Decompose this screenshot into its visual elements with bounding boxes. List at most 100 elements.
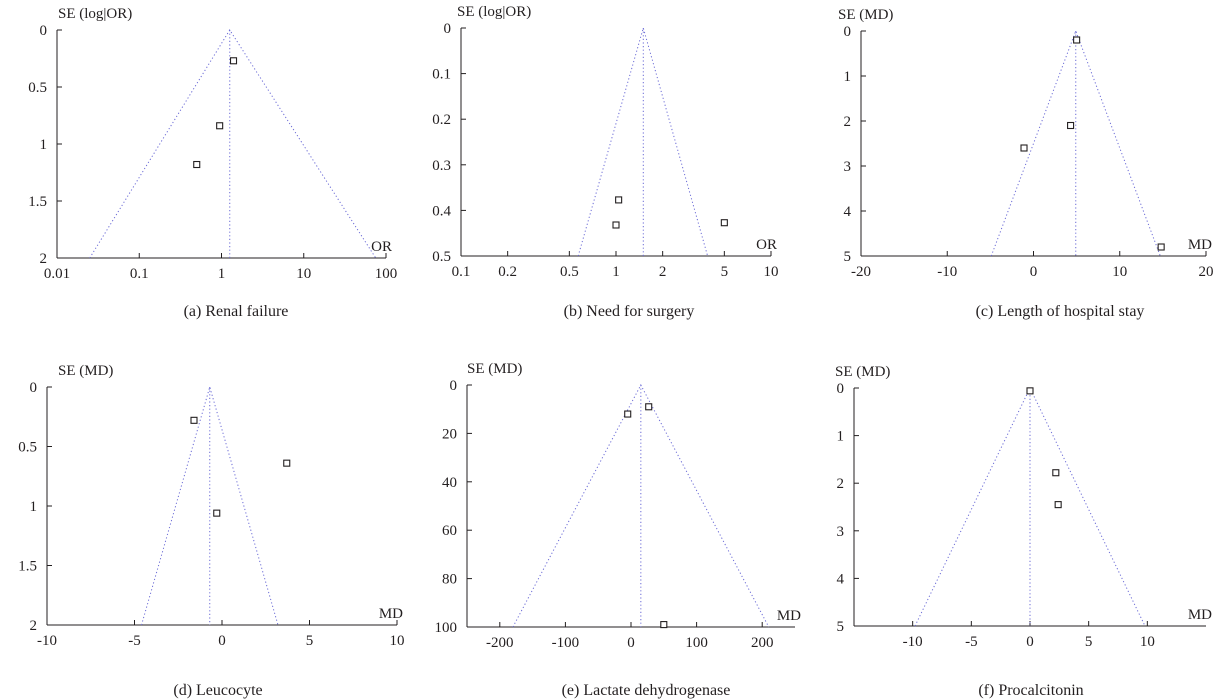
y-tick-label: 1 [40, 137, 48, 153]
study-point [1052, 469, 1060, 477]
y-tick-label: 2 [30, 618, 38, 634]
funnel-plot-length-of-hospital-stay: 0 1 2 3 4 5-20 -10 0 10 20 SE (MD) MD (c) Length of … [838, 7, 1214, 320]
x-tick-label: -100 [552, 635, 580, 651]
y-tick-label: 0.5 [28, 80, 47, 96]
x-tick-label: 0.1 [452, 264, 471, 280]
y-axis-title: SE (MD) [838, 7, 893, 23]
y-tick-label: 0.1 [432, 67, 451, 83]
study-point [1157, 243, 1165, 251]
y-tick-label: 0.3 [432, 158, 451, 174]
x-tick-label: 0.2 [498, 264, 517, 280]
y-axis-title: SE (MD) [58, 363, 113, 379]
y-axis-title: SE (log|OR) [58, 6, 132, 22]
study-point [283, 459, 291, 467]
funnel-confidence-limits [577, 26, 709, 257]
y-tick-label: 4 [837, 571, 845, 587]
y-tick-label: 0 [450, 378, 458, 394]
y-tick-label: 20 [442, 426, 457, 442]
funnel-plot-lactate-dehydrogenase: 0 20 40 60 80 100 -200 -100 0 100 200 SE (MD) MD (e) … [435, 361, 802, 699]
x-tick-label: 10 [1112, 264, 1127, 280]
study-point [660, 621, 668, 629]
y-tick-label: 0 [444, 21, 452, 37]
x-axis-title: OR [371, 239, 392, 255]
x-tick-label: 1 [612, 264, 620, 280]
y-tick-label: 40 [442, 475, 457, 491]
study-point [720, 219, 728, 227]
y-tick-label: 80 [442, 572, 457, 588]
study-point [612, 221, 620, 229]
panel-caption: (e) Lactate dehydrogenase [562, 682, 731, 699]
study-point [1020, 144, 1028, 152]
x-tick-label: -5 [128, 633, 141, 649]
x-tick-label: 0 [1026, 634, 1034, 650]
y-tick-label: 0 [837, 381, 845, 397]
study-point [615, 196, 623, 204]
y-tick-label: 1.5 [28, 194, 47, 210]
y-tick-label: 1 [837, 429, 845, 445]
funnel-plot-leucocyte: 0 0.5 1 1.5 2-10 -5 0 5 10 SE (MD) MD (d) Leucocyte [18, 363, 405, 699]
x-axis-title: MD [777, 608, 801, 624]
y-tick-label: 2 [40, 251, 48, 267]
x-tick-label: 0.01 [44, 266, 70, 282]
panel-caption: (f) Procalcitonin [978, 682, 1083, 699]
x-tick-label: 100 [685, 635, 708, 651]
x-tick-label: 2 [659, 264, 667, 280]
y-tick-label: 3 [844, 159, 852, 175]
x-tick-label: 10 [296, 266, 311, 282]
y-tick-label: 5 [844, 249, 852, 265]
y-tick-label: 1.5 [18, 559, 37, 575]
x-tick-label: 5 [721, 264, 729, 280]
study-point [216, 122, 224, 130]
y-tick-label: 5 [837, 619, 845, 635]
x-axis-title: MD [379, 606, 403, 622]
y-tick-label: 3 [837, 524, 845, 540]
x-tick-label: 5 [306, 633, 314, 649]
study-point [1067, 121, 1075, 130]
x-tick-label: 0 [218, 633, 226, 649]
x-tick-label: 1 [218, 266, 226, 282]
y-axis-title: SE (MD) [835, 364, 890, 380]
x-axis-title: MD [1188, 237, 1212, 253]
study-point [1026, 387, 1034, 395]
x-tick-label: 10 [1140, 634, 1155, 650]
panel-caption: (d) Leucocyte [173, 682, 262, 699]
study-point [190, 416, 198, 424]
x-tick-label: -10 [937, 264, 957, 280]
y-tick-label: 0.5 [18, 440, 37, 456]
x-tick-label: -20 [851, 264, 871, 280]
study-point [1054, 501, 1062, 509]
panel-caption: (a) Renal failure [184, 303, 289, 320]
y-tick-label: 1 [30, 499, 38, 515]
y-tick-label: 1 [844, 69, 852, 85]
x-tick-label: -10 [903, 634, 923, 650]
y-tick-label: 60 [442, 523, 457, 539]
y-tick-label: 0.5 [432, 249, 451, 265]
x-tick-label: -10 [37, 633, 57, 649]
x-tick-label: 0 [627, 635, 635, 651]
study-point [229, 57, 238, 65]
y-tick-label: 100 [435, 620, 458, 636]
panel-caption: (c) Length of hospital stay [976, 303, 1145, 320]
study-point [624, 410, 632, 418]
y-tick-label: 0 [40, 23, 48, 39]
x-tick-label: -5 [965, 634, 978, 650]
panel-caption: (b) Need for surgery [564, 303, 695, 320]
x-tick-label: 0 [1030, 264, 1038, 280]
x-tick-label: 10 [764, 264, 779, 280]
funnel-plot-renal-failure: 0 0.5 1 1.5 20.01 0.1 1 10 100 SE (log|OR) OR (a) R… [28, 6, 397, 320]
x-tick-label: 0.1 [130, 266, 149, 282]
y-axis-title: SE (log|OR) [457, 4, 531, 20]
study-point [193, 160, 201, 169]
study-point [213, 509, 221, 517]
y-tick-label: 2 [837, 476, 845, 492]
y-tick-label: 2 [844, 114, 852, 130]
y-axis-title: SE (MD) [467, 361, 522, 377]
y-tick-label: 0 [844, 24, 852, 40]
x-tick-label: 10 [390, 633, 405, 649]
study-point [1073, 36, 1081, 44]
x-tick-label: 5 [1085, 634, 1093, 650]
x-tick-label: -200 [486, 635, 514, 651]
funnel-plot-procalcitonin: 0 1 2 3 4 5 -10 -5 0 5 10 SE (MD) MD (f) Procalcitoni… [835, 364, 1212, 699]
study-point [645, 403, 653, 411]
